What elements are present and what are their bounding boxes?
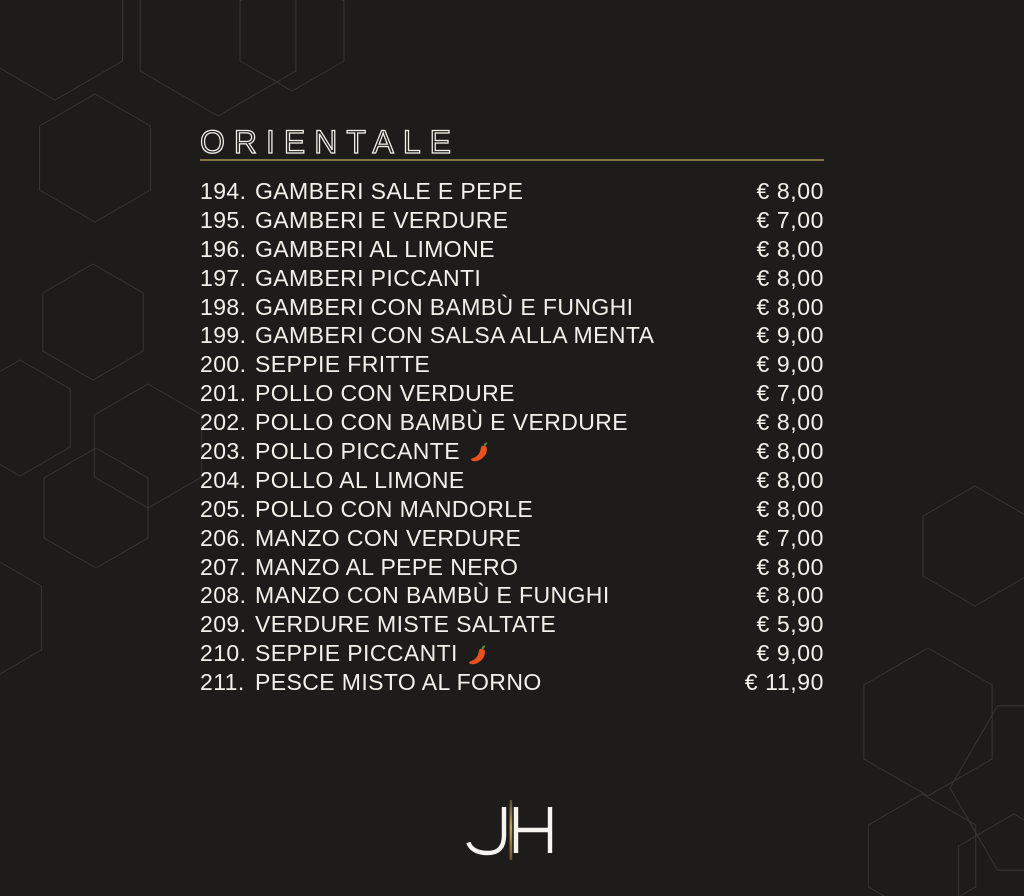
item-number: 206.	[200, 524, 247, 551]
menu-item-row: 209. VERDURE MISTE SALTATE € 5,90	[200, 610, 824, 639]
item-price: € 8,00	[756, 466, 824, 493]
item-name: PESCE MISTO AL FORNO	[255, 669, 542, 696]
item-price: € 8,00	[756, 495, 824, 522]
item-price: € 8,00	[756, 409, 824, 436]
menu-item-row: 194. GAMBERI SALE E PEPE € 8,00	[200, 177, 824, 206]
item-number: 195.	[200, 206, 247, 233]
menu-item-row: 205. POLLO CON MANDORLE € 8,00	[200, 495, 824, 524]
section-title: ORIENTALE	[199, 124, 460, 160]
item-price: € 7,00	[756, 524, 824, 551]
item-number: 207.	[200, 553, 247, 580]
menu-item-row: 203. POLLO PICCANTE € 8,00	[200, 437, 824, 466]
item-price: € 8,00	[756, 235, 824, 262]
item-name: POLLO AL LIMONE	[255, 466, 465, 493]
hexagon-outline	[0, 359, 71, 477]
menu-list: 194. GAMBERI SALE E PEPE € 8,00 195. GAMBERI…	[200, 177, 824, 697]
menu-item-row: 202. POLLO CON BAMBÙ E VERDURE € 8,00	[200, 408, 824, 437]
hexagon-outline	[43, 447, 149, 569]
item-name: MANZO CON BAMBÙ E FUNGHI	[255, 582, 610, 609]
item-price: € 7,00	[756, 380, 824, 407]
item-name: MANZO CON VERDURE	[255, 524, 522, 551]
item-number: 200.	[200, 351, 247, 378]
item-price: € 9,00	[756, 640, 824, 667]
item-number: 209.	[200, 611, 247, 638]
hexagon-outline	[867, 793, 977, 896]
item-number: 211.	[200, 669, 245, 696]
logo-letter-h	[513, 807, 553, 853]
item-number: 203.	[200, 437, 247, 464]
menu-item-row: 207. MANZO AL PEPE NERO € 8,00	[200, 553, 824, 582]
item-name: POLLO PICCANTE	[255, 437, 460, 464]
item-name: POLLO CON BAMBÙ E VERDURE	[255, 409, 628, 436]
menu-item-row: 199. GAMBERI CON SALSA ALLA MENTA € 9,00	[200, 321, 824, 350]
item-number: 198.	[200, 293, 247, 320]
item-name: POLLO CON MANDORLE	[255, 495, 534, 522]
item-name: GAMBERI SALE E PEPE	[255, 177, 524, 204]
item-number: 204.	[200, 466, 247, 493]
hexagon-outline	[958, 813, 1024, 896]
item-name: GAMBERI CON SALSA ALLA MENTA	[255, 322, 655, 349]
hexagon-outline	[39, 93, 151, 223]
logo-letter-j	[466, 807, 507, 856]
item-name: SEPPIE PICCANTI	[255, 640, 458, 667]
logo-gold-bar	[509, 800, 513, 860]
item-number: 197.	[200, 264, 247, 291]
item-price: € 9,00	[756, 351, 824, 378]
menu-item-row: 201. POLLO CON VERDURE € 7,00	[200, 379, 824, 408]
hexagon-outline	[239, 0, 345, 92]
item-price: € 8,00	[756, 293, 824, 320]
item-number: 196.	[200, 235, 247, 262]
item-name: VERDURE MISTE SALTATE	[255, 611, 557, 638]
item-number: 210.	[200, 640, 247, 667]
item-number: 194.	[200, 177, 247, 204]
menu-item-row: 204. POLLO AL LIMONE € 8,00	[200, 466, 824, 495]
item-price: € 7,00	[756, 206, 824, 233]
item-number: 202.	[200, 409, 247, 436]
item-price: € 8,00	[756, 177, 824, 204]
hexagon-outline	[922, 485, 1024, 607]
hexagon-outline	[139, 0, 297, 117]
item-number: 201.	[200, 380, 247, 407]
item-price: € 9,00	[756, 322, 824, 349]
hexagon-outline	[0, 0, 123, 101]
menu-item-row: 210. SEPPIE PICCANTI € 9,00	[200, 639, 824, 668]
menu-item-row: 196. GAMBERI AL LIMONE € 8,00	[200, 235, 824, 264]
item-price: € 8,00	[756, 582, 824, 609]
menu-item-row: 200. SEPPIE FRITTE € 9,00	[200, 350, 824, 379]
item-name: GAMBERI E VERDURE	[255, 206, 509, 233]
item-number: 199.	[200, 322, 247, 349]
menu-item-row: 197. GAMBERI PICCANTI € 8,00	[200, 264, 824, 293]
menu-item-row: 206. MANZO CON VERDURE € 7,00	[200, 524, 824, 553]
item-price: € 8,00	[756, 264, 824, 291]
item-name: GAMBERI PICCANTI	[255, 264, 482, 291]
item-price: € 8,00	[756, 553, 824, 580]
item-price: € 11,90	[744, 669, 824, 696]
menu-item-row: 211. PESCE MISTO AL FORNO € 11,90	[200, 668, 824, 697]
chili-pepper-icon	[468, 645, 485, 664]
item-number: 208.	[200, 582, 247, 609]
item-name: GAMBERI AL LIMONE	[255, 235, 495, 262]
item-name: GAMBERI CON BAMBÙ E FUNGHI	[255, 293, 634, 320]
item-price: € 8,00	[756, 437, 824, 464]
title-underline	[200, 159, 824, 161]
menu-item-row: 195. GAMBERI E VERDURE € 7,00	[200, 206, 824, 235]
item-price: € 5,90	[756, 611, 824, 638]
item-name: MANZO AL PEPE NERO	[255, 553, 519, 580]
menu-item-row: 198. GAMBERI CON BAMBÙ E FUNGHI € 8,00	[200, 293, 824, 322]
hexagon-outline	[863, 647, 993, 797]
item-name: SEPPIE FRITTE	[255, 351, 431, 378]
item-name: POLLO CON VERDURE	[255, 380, 515, 407]
hexagon-outline	[949, 705, 1024, 871]
chili-pepper-icon	[471, 442, 488, 462]
menu-item-row: 208. MANZO CON BAMBÙ E FUNGHI € 8,00	[200, 581, 824, 610]
hexagon-outline	[42, 263, 144, 381]
section-header: ORIENTALE	[199, 124, 824, 161]
jh-logo	[466, 800, 553, 860]
hexagon-outline	[0, 561, 42, 675]
item-number: 205.	[200, 495, 247, 522]
